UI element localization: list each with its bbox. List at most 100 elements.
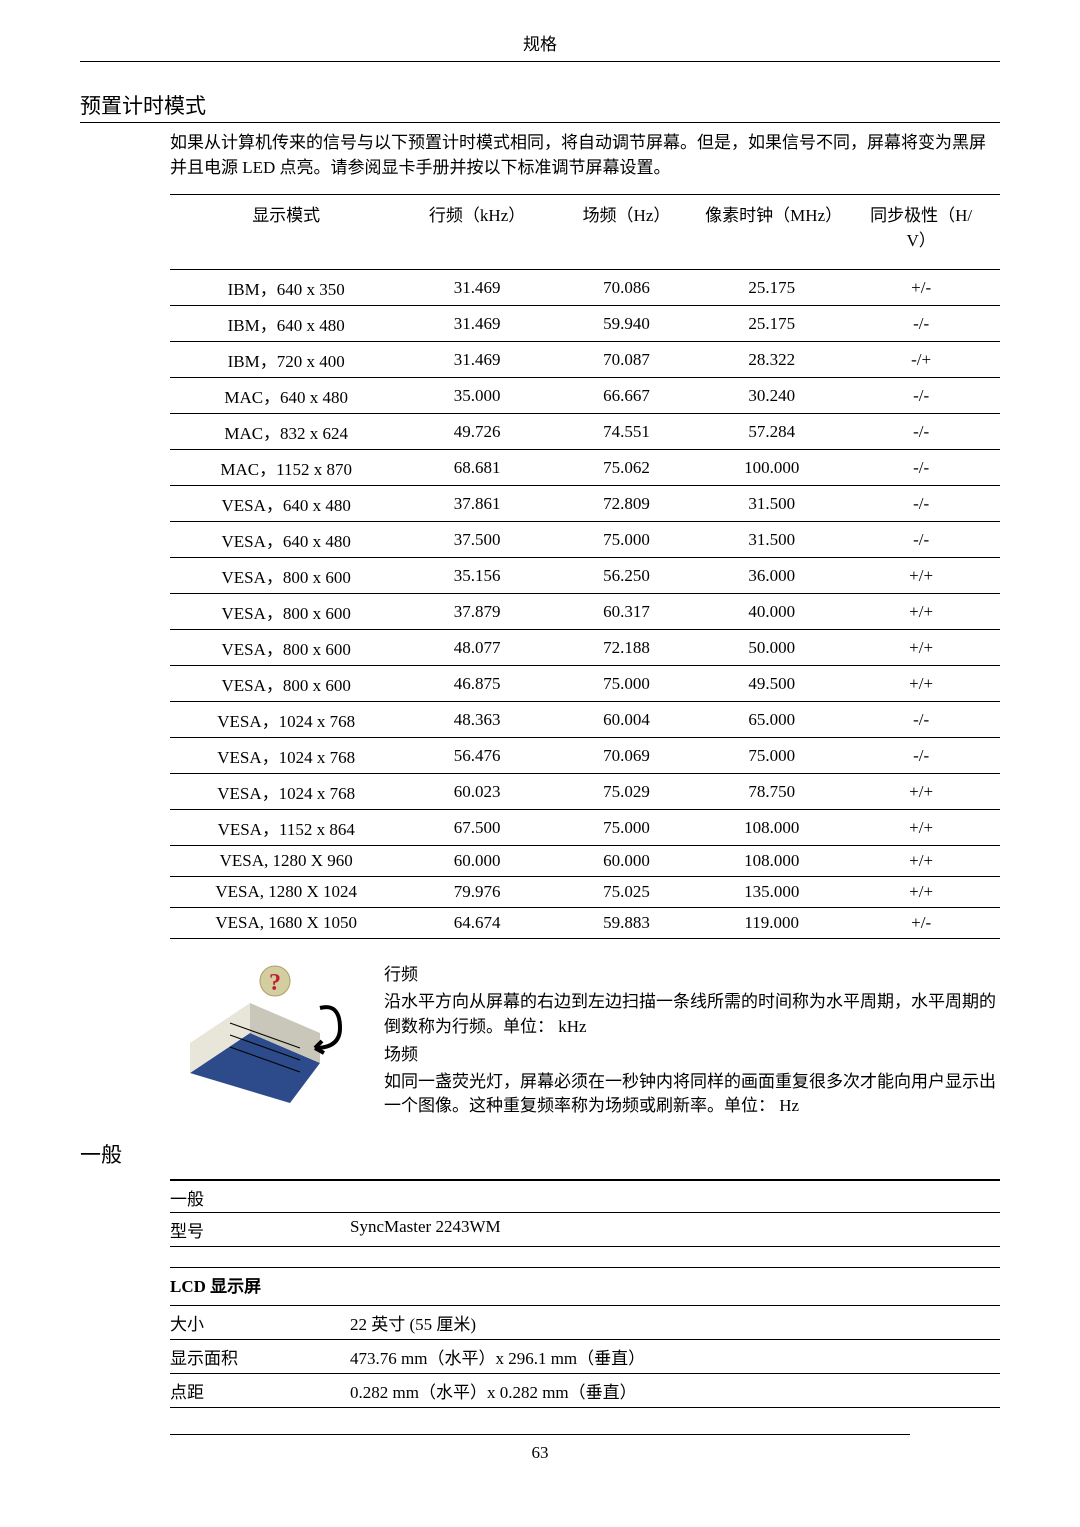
table-cell: 79.976 (402, 877, 551, 908)
table-cell: 70.086 (552, 270, 701, 306)
spec-pitch-v: 0.282 mm（水平）x 0.282 mm（垂直） (350, 1378, 1000, 1403)
table-cell: 37.500 (402, 522, 551, 558)
table-cell: +/+ (842, 810, 1000, 846)
table-cell: 75.000 (552, 810, 701, 846)
table-cell: 49.726 (402, 414, 551, 450)
table-cell: -/- (842, 450, 1000, 486)
table-row: VESA, 1680 X 105064.67459.883119.000+/- (170, 908, 1000, 939)
table-cell: 75.029 (552, 774, 701, 810)
table-cell: 60.000 (402, 846, 551, 877)
table-cell: 108.000 (701, 810, 842, 846)
table-cell: VESA，1024 x 768 (170, 738, 402, 774)
def-hfreq-body: 沿水平方向从屏幕的右边到左边扫描一条线所需的时间称为水平周期，水平周期的倒数称为… (384, 990, 1000, 1039)
table-cell: 50.000 (701, 630, 842, 666)
table-cell: 75.062 (552, 450, 701, 486)
th-hfreq: 行频（kHz） (402, 195, 551, 270)
table-cell: 60.004 (552, 702, 701, 738)
table-cell: +/+ (842, 666, 1000, 702)
table-cell: 31.469 (402, 306, 551, 342)
th-sync: 同步极性（H/V） (842, 195, 1000, 270)
table-cell: 36.000 (701, 558, 842, 594)
table-cell: +/+ (842, 846, 1000, 877)
table-cell: 40.000 (701, 594, 842, 630)
table-cell: 75.000 (552, 666, 701, 702)
table-cell: 46.875 (402, 666, 551, 702)
spec-model-k: 型号 (170, 1217, 350, 1242)
table-cell: 70.087 (552, 342, 701, 378)
table-cell: +/+ (842, 877, 1000, 908)
table-row: VESA，800 x 60035.15656.25036.000+/+ (170, 558, 1000, 594)
table-cell: 48.077 (402, 630, 551, 666)
table-cell: 72.188 (552, 630, 701, 666)
table-cell: IBM，640 x 350 (170, 270, 402, 306)
table-cell: VESA，800 x 600 (170, 630, 402, 666)
table-cell: MAC，832 x 624 (170, 414, 402, 450)
table-cell: 49.500 (701, 666, 842, 702)
table-cell: 31.469 (402, 270, 551, 306)
table-cell: IBM，720 x 400 (170, 342, 402, 378)
table-cell: 75.000 (701, 738, 842, 774)
table-cell: 31.500 (701, 522, 842, 558)
table-row: VESA，640 x 48037.50075.00031.500-/- (170, 522, 1000, 558)
table-row: IBM，640 x 35031.46970.08625.175+/- (170, 270, 1000, 306)
table-cell: 72.809 (552, 486, 701, 522)
def-vfreq-title: 场频 (384, 1043, 1000, 1068)
table-cell: VESA, 1280 X 960 (170, 846, 402, 877)
table-cell: 28.322 (701, 342, 842, 378)
table-cell: 64.674 (402, 908, 551, 939)
table-row: VESA，1024 x 76860.02375.02978.750+/+ (170, 774, 1000, 810)
table-cell: -/- (842, 414, 1000, 450)
table-row: MAC，640 x 48035.00066.66730.240-/- (170, 378, 1000, 414)
table-cell: 60.317 (552, 594, 701, 630)
table-cell: 74.551 (552, 414, 701, 450)
table-cell: 25.175 (701, 306, 842, 342)
table-cell: 70.069 (552, 738, 701, 774)
spec-pitch-k: 点距 (170, 1378, 350, 1403)
table-row: VESA，1024 x 76848.36360.00465.000-/- (170, 702, 1000, 738)
table-cell: +/- (842, 270, 1000, 306)
table-cell: 37.861 (402, 486, 551, 522)
table-cell: 67.500 (402, 810, 551, 846)
table-cell: -/- (842, 522, 1000, 558)
table-cell: MAC，640 x 480 (170, 378, 402, 414)
table-cell: VESA，1024 x 768 (170, 702, 402, 738)
table-cell: MAC，1152 x 870 (170, 450, 402, 486)
table-cell: -/- (842, 378, 1000, 414)
spec-area-k: 显示面积 (170, 1344, 350, 1369)
table-cell: 59.883 (552, 908, 701, 939)
table-cell: +/+ (842, 630, 1000, 666)
table-cell: VESA，800 x 600 (170, 558, 402, 594)
table-cell: 119.000 (701, 908, 842, 939)
th-pixclk: 像素时钟（MHz） (701, 195, 842, 270)
th-vfreq: 场频（Hz） (552, 195, 701, 270)
table-cell: 75.025 (552, 877, 701, 908)
spec-area-v: 473.76 mm（水平）x 296.1 mm（垂直） (350, 1344, 1000, 1369)
table-row: VESA，800 x 60048.07772.18850.000+/+ (170, 630, 1000, 666)
table-cell: 59.940 (552, 306, 701, 342)
table-cell: 56.250 (552, 558, 701, 594)
spec-size-v: 22 英寸 (55 厘米) (350, 1310, 1000, 1335)
spec-lcd-head: LCD 显示屏 (170, 1268, 1000, 1303)
table-cell: 68.681 (402, 450, 551, 486)
spec-size-k: 大小 (170, 1310, 350, 1335)
table-cell: VESA, 1680 X 1050 (170, 908, 402, 939)
table-row: VESA，640 x 48037.86172.80931.500-/- (170, 486, 1000, 522)
definition-illustration: ? (170, 963, 360, 1113)
table-cell: 30.240 (701, 378, 842, 414)
table-cell: +/+ (842, 594, 1000, 630)
table-cell: 57.284 (701, 414, 842, 450)
table-cell: -/- (842, 306, 1000, 342)
table-cell: 31.500 (701, 486, 842, 522)
table-cell: -/- (842, 486, 1000, 522)
table-cell: 65.000 (701, 702, 842, 738)
table-cell: 108.000 (701, 846, 842, 877)
section-title-preset: 预置计时模式 (80, 90, 1000, 123)
table-row: VESA, 1280 X 102479.97675.025135.000+/+ (170, 877, 1000, 908)
table-cell: 100.000 (701, 450, 842, 486)
page-header: 规格 (80, 30, 1000, 62)
table-cell: +/- (842, 908, 1000, 939)
table-cell: 135.000 (701, 877, 842, 908)
table-cell: 60.023 (402, 774, 551, 810)
spec-model-v: SyncMaster 2243WM (350, 1217, 1000, 1242)
table-cell: 48.363 (402, 702, 551, 738)
